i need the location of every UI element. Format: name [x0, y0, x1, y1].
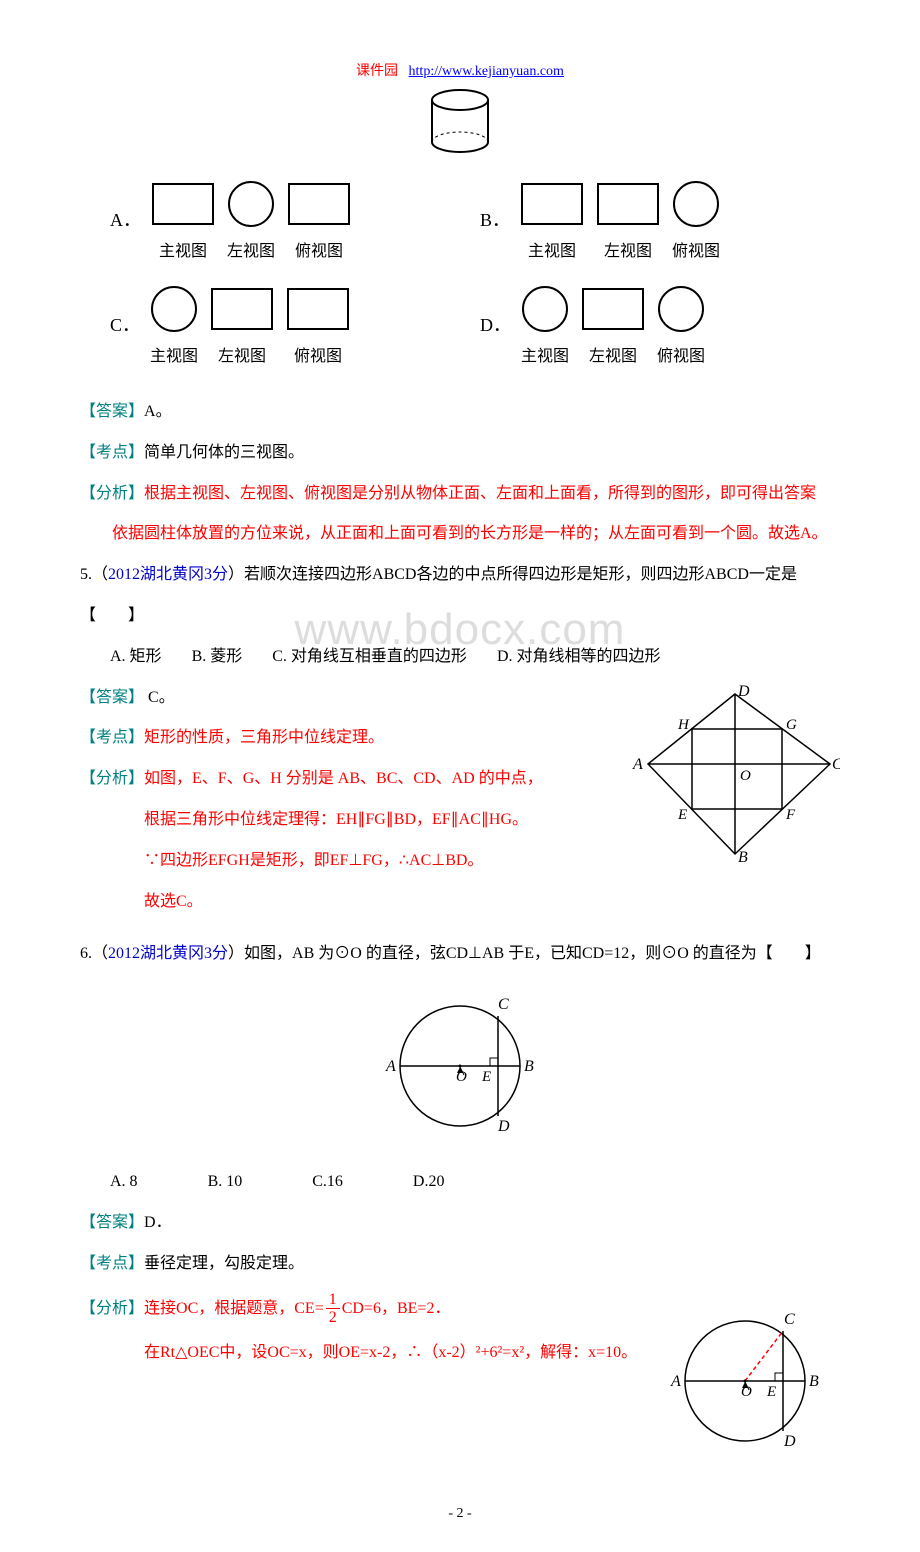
view-front-label: 主视图 [521, 342, 569, 366]
view-top-label: 俯视图 [657, 342, 705, 366]
svg-text:F: F [785, 807, 796, 823]
view-left-label: 左视图 [589, 342, 637, 366]
shape-rect-icon [596, 176, 660, 232]
option-a: A． 主视图 左视图 俯视图 [110, 176, 440, 261]
svg-text:D: D [497, 1118, 510, 1135]
page-number: - 2 - [80, 1506, 840, 1522]
q5-options: A. 矩形B. 菱形C. 对角线互相垂直的四边形D. 对角线相等的四边形 [80, 643, 840, 672]
svg-text:C: C [784, 1311, 795, 1328]
view-left-label: 左视图 [218, 342, 266, 366]
shape-rect-icon [151, 176, 215, 232]
svg-text:D: D [783, 1433, 796, 1450]
svg-text:A: A [385, 1058, 396, 1075]
shape-circle-icon [521, 281, 569, 337]
view-options-grid: A． 主视图 左视图 俯视图 B． 主视图 左视图 俯视图 C． 主视图 左视图… [80, 176, 840, 386]
svg-text:O: O [740, 768, 751, 784]
shape-rect-icon [581, 281, 645, 337]
svg-text:A: A [632, 756, 643, 773]
q6-kaodian: 【考点】垂径定理，勾股定理。 [80, 1250, 840, 1279]
q4-fenxi: 【分析】根据主视图、左视图、俯视图是分别从物体正面、左面和上面看，所得到的图形，… [80, 480, 840, 509]
view-top-label: 俯视图 [294, 342, 342, 366]
option-b: B． 主视图 左视图 俯视图 [480, 176, 810, 261]
option-d-label: D． [480, 311, 511, 337]
shape-circle-icon [227, 176, 275, 232]
option-d: D． 主视图 左视图 俯视图 [480, 281, 810, 366]
q4-fenxi-line2: 依据圆柱体放置的方位来说，从正面和上面可看到的长方形是一样的；从左面可看到一个圆… [80, 520, 840, 549]
q6-answer: 【答案】D． [80, 1209, 840, 1238]
q4-kaodian: 【考点】简单几何体的三视图。 [80, 439, 840, 468]
q4-answer: 【答案】A。 [80, 398, 840, 427]
shape-circle-icon [672, 176, 720, 232]
shape-rect-icon [286, 281, 350, 337]
option-a-label: A． [110, 206, 141, 232]
svg-text:B: B [738, 849, 748, 864]
shape-rect-icon [520, 176, 584, 232]
q6-options: A. 8B. 10C.16D.20 [80, 1168, 840, 1197]
view-left-label: 左视图 [227, 237, 275, 261]
q6-circle-diagram-2: A B C D O E [650, 1291, 840, 1476]
cylinder-figure [80, 88, 840, 161]
site-url[interactable]: http://www.kejianyuan.com [409, 64, 564, 79]
q6-stem: 6.（2012湖北黄冈3分）如图，AB 为⊙O 的直径，弦CD⊥AB 于E，已知… [80, 940, 840, 969]
shape-rect-icon [210, 281, 274, 337]
q5-fenxi-l4: 故选C。 [80, 888, 840, 917]
q5-stem: 5.（2012湖北黄冈3分）若顺次连接四边形ABCD各边的中点所得四边形是矩形，… [80, 561, 840, 590]
svg-text:C: C [498, 996, 509, 1013]
q5-bracket: 【 】 [80, 602, 840, 631]
q6-circle-diagram: A B C D O E [80, 981, 840, 1156]
svg-text:D: D [737, 684, 750, 700]
svg-text:E: E [677, 807, 687, 823]
svg-text:C: C [832, 756, 840, 773]
option-b-label: B． [480, 206, 510, 232]
option-c: C． 主视图 左视图 俯视图 [110, 281, 440, 366]
option-c-label: C． [110, 311, 140, 337]
view-top-label: 俯视图 [672, 237, 720, 261]
header-link: 课件园 http://www.kejianyuan.com [80, 60, 840, 80]
view-left-label: 左视图 [604, 237, 652, 261]
svg-text:G: G [786, 717, 797, 733]
q5-diagram: D B A C O H G E F [630, 684, 840, 869]
svg-text:B: B [524, 1058, 534, 1075]
svg-text:H: H [677, 717, 690, 733]
svg-text:E: E [766, 1384, 776, 1400]
svg-text:A: A [670, 1373, 681, 1390]
svg-text:B: B [809, 1373, 819, 1390]
svg-text:E: E [481, 1069, 491, 1085]
shape-circle-icon [657, 281, 705, 337]
view-front-label: 主视图 [528, 237, 576, 261]
shape-circle-icon [150, 281, 198, 337]
view-front-label: 主视图 [159, 237, 207, 261]
site-label: 课件园 [356, 64, 398, 79]
view-front-label: 主视图 [150, 342, 198, 366]
view-top-label: 俯视图 [295, 237, 343, 261]
shape-rect-icon [287, 176, 351, 232]
